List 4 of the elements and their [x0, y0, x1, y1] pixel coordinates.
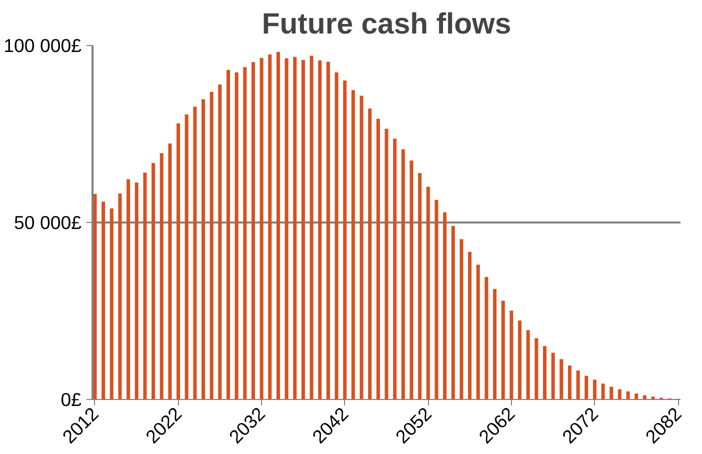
y-tick-label: 50 000£: [14, 212, 82, 233]
y-tick-label: 0£: [60, 389, 82, 410]
y-tick-label: 100 000£: [4, 35, 82, 56]
chart-title: Future cash flows: [262, 8, 512, 40]
